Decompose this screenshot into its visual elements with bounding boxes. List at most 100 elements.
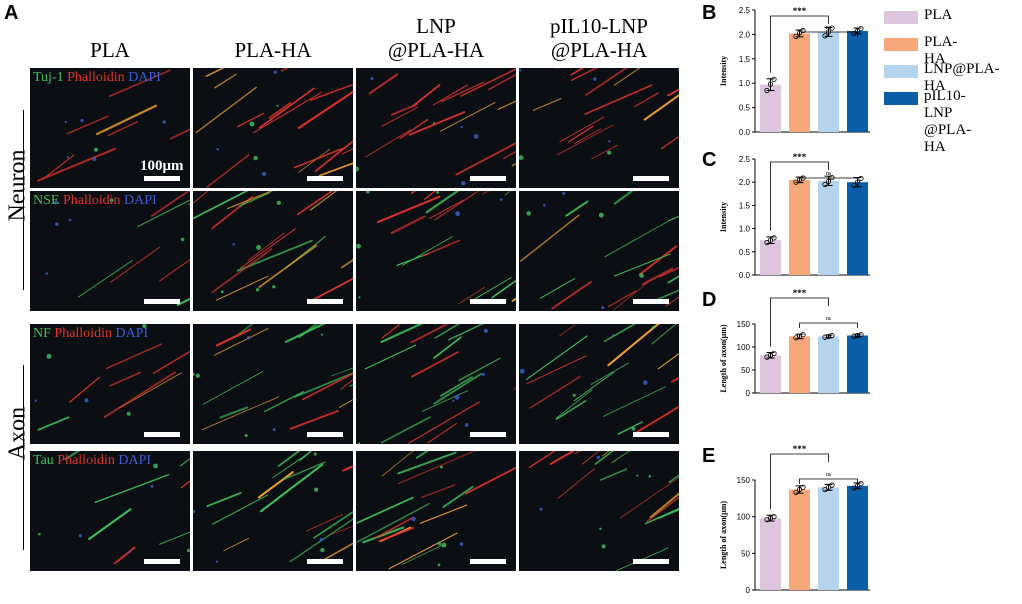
fiber: [669, 451, 679, 482]
legend-swatch-pla: [884, 11, 918, 24]
column-header-lnp: LNP @PLA-HA: [356, 14, 516, 62]
fiber: [265, 392, 304, 412]
fiber: [402, 545, 442, 564]
bar: [760, 85, 781, 132]
nucleus-dot: [256, 245, 261, 250]
bar: [818, 487, 839, 590]
micrograph-r4-c2: [193, 451, 353, 571]
stain-dapi: DAPI: [125, 70, 161, 85]
nucleus-dot: [65, 121, 67, 123]
scale-bar: [144, 299, 180, 304]
scale-bar: [633, 559, 669, 564]
ns-label: ns: [826, 316, 832, 322]
y-tick-label: 2.0: [739, 30, 751, 39]
micrograph-r1-c4: [519, 68, 679, 188]
nucleus-dot: [452, 400, 454, 402]
fiber: [215, 74, 236, 87]
fiber: [382, 107, 417, 126]
fiber-image: [193, 324, 353, 444]
nucleus-dot: [314, 488, 318, 492]
nucleus-dot: [632, 427, 636, 431]
nucleus-dot: [216, 148, 219, 151]
panel-letter: E: [702, 445, 715, 467]
nucleus-dot: [607, 151, 611, 155]
fiber: [303, 369, 353, 399]
nucleus-dot: [276, 105, 278, 107]
micrograph-r2-c2: [193, 191, 353, 311]
fiber: [313, 268, 353, 300]
fiber: [286, 324, 335, 342]
y-tick-label: 2.5: [739, 6, 751, 15]
scale-bar: [470, 559, 506, 564]
y-tick-label: 2.5: [739, 155, 751, 164]
scale-bar: [633, 432, 669, 437]
fiber-image: [519, 324, 679, 444]
nucleus-dot: [256, 288, 259, 291]
nucleus-dot: [465, 423, 469, 427]
bar: [818, 32, 839, 132]
legend-swatch-lnp: [884, 65, 918, 78]
nucleus-dot: [608, 140, 610, 142]
nucleus-dot: [562, 192, 565, 195]
fiber: [392, 217, 425, 234]
nucleus-dot: [678, 69, 679, 71]
fiber: [527, 356, 586, 384]
y-axis-label: Intensity: [719, 56, 728, 86]
column-header-pla-ha: PLA-HA: [193, 38, 353, 62]
nucleus-dot: [232, 243, 235, 246]
fiber: [111, 247, 160, 282]
fiber: [316, 119, 353, 171]
nucleus-dot: [597, 456, 600, 459]
fiber: [341, 353, 353, 389]
ns-label: ns: [826, 472, 832, 478]
column-header-pil10-lnp: pIL10-LNP @PLA-HA: [519, 14, 679, 62]
data-point: [859, 481, 863, 485]
fiber-image: [193, 191, 353, 311]
bar: [847, 31, 868, 132]
row-bracket-neuron: [23, 110, 24, 290]
fiber: [389, 533, 457, 569]
fiber: [298, 191, 353, 214]
fiber: [284, 462, 325, 479]
legend-label-pla: PLA: [924, 7, 952, 24]
fiber: [203, 372, 262, 405]
fiber-image: [193, 451, 353, 571]
panel-letter: D: [702, 289, 716, 311]
stain-dapi: DAPI: [112, 326, 148, 341]
micrograph-r3-c3: [356, 324, 516, 444]
fiber: [398, 451, 475, 484]
fiber: [560, 324, 583, 336]
fiber: [248, 233, 284, 261]
fiber-image: [519, 191, 679, 311]
nucleus-dot: [84, 398, 88, 402]
panel-a-letter: A: [4, 2, 18, 25]
fiber: [107, 344, 162, 368]
legend-label-pil10-lnp: pIL10-LNP @PLA-HA: [924, 88, 971, 156]
fiber: [557, 125, 613, 155]
fiber: [621, 476, 679, 517]
fiber: [608, 324, 661, 365]
fiber: [202, 397, 278, 430]
nucleus-dot: [253, 156, 257, 160]
nucleus-dot: [593, 77, 596, 80]
y-tick-label: 0: [746, 586, 751, 595]
nucleus-dot: [193, 510, 195, 513]
scale-bar: [470, 299, 506, 304]
nucleus-dot: [262, 172, 266, 176]
scale-bar-label: 100μm: [140, 158, 184, 175]
y-tick-label: 150: [737, 476, 751, 485]
fiber: [295, 372, 353, 397]
micrograph-r4-c1: Tau Phalloidin DAPI: [30, 451, 190, 571]
bar: [760, 355, 781, 393]
stain-marker: Tuj-1: [33, 70, 64, 85]
fiber: [459, 358, 500, 380]
fiber: [366, 130, 411, 157]
fiber: [595, 451, 650, 464]
fiber: [615, 191, 638, 204]
fiber: [556, 401, 585, 419]
nucleus-dot: [520, 369, 525, 374]
stain-dapi: DAPI: [121, 193, 157, 208]
micrograph-r3-c4: [519, 324, 679, 444]
stain-phalloidin: Phalloidin: [54, 453, 115, 468]
